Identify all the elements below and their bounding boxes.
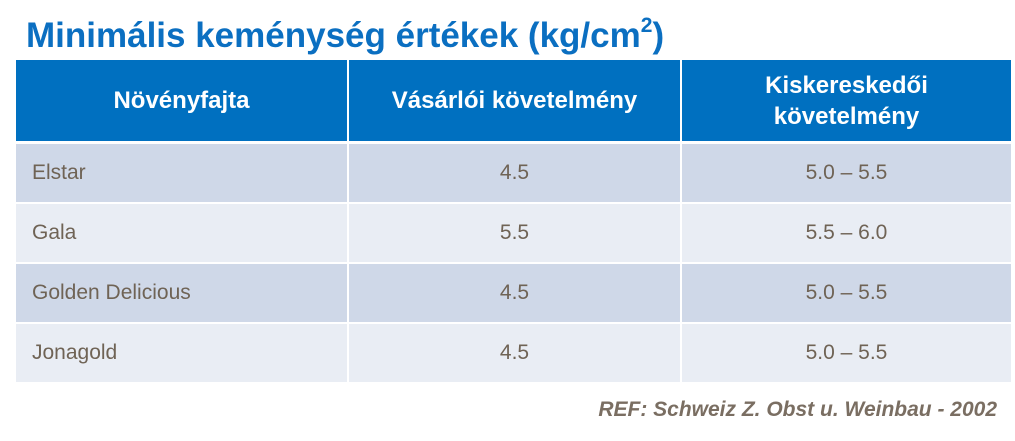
- table-row: Elstar 4.5 5.0 – 5.5: [16, 142, 1011, 204]
- consumer-value-cell: 5.5: [348, 203, 682, 264]
- retailer-value-cell: 5.5 – 6.0: [681, 203, 1011, 264]
- table-header-row: Növényfajta Vásárlói követelmény Kiskere…: [16, 60, 1011, 144]
- page-title-text: Minimális keménység értékek (kg/cm: [26, 16, 641, 55]
- retailer-value-cell: 5.0 – 5.5: [681, 263, 1011, 324]
- table-row: Gala 5.5 5.5 – 6.0: [16, 203, 1011, 264]
- variety-cell: Elstar: [16, 142, 349, 204]
- consumer-value-cell: 4.5: [348, 263, 682, 324]
- table-row: Jonagold 4.5 5.0 – 5.5: [16, 323, 1011, 384]
- retailer-value-cell: 5.0 – 5.5: [681, 323, 1011, 384]
- variety-cell: Jonagold: [16, 323, 349, 384]
- table-row: Golden Delicious 4.5 5.0 – 5.5: [16, 263, 1011, 324]
- page-title: Minimális keménység értékek (kg/cm2): [26, 14, 664, 58]
- retailer-value-cell: 5.0 – 5.5: [681, 142, 1011, 204]
- column-header-variety: Növényfajta: [16, 60, 349, 144]
- consumer-value-cell: 4.5: [348, 142, 682, 204]
- column-header-consumer-requirement: Vásárlói követelmény: [348, 60, 682, 144]
- variety-cell: Gala: [16, 203, 349, 264]
- reference-note: REF: Schweiz Z. Obst u. Weinbau - 2002: [598, 398, 997, 421]
- hardness-table: Növényfajta Vásárlói követelmény Kiskere…: [16, 60, 1011, 384]
- consumer-value-cell: 4.5: [348, 323, 682, 384]
- page-title-closing: ): [652, 16, 665, 55]
- column-header-retailer-requirement: Kiskereskedői követelmény: [681, 60, 1011, 144]
- variety-cell: Golden Delicious: [16, 263, 349, 324]
- page-title-superscript: 2: [640, 14, 653, 38]
